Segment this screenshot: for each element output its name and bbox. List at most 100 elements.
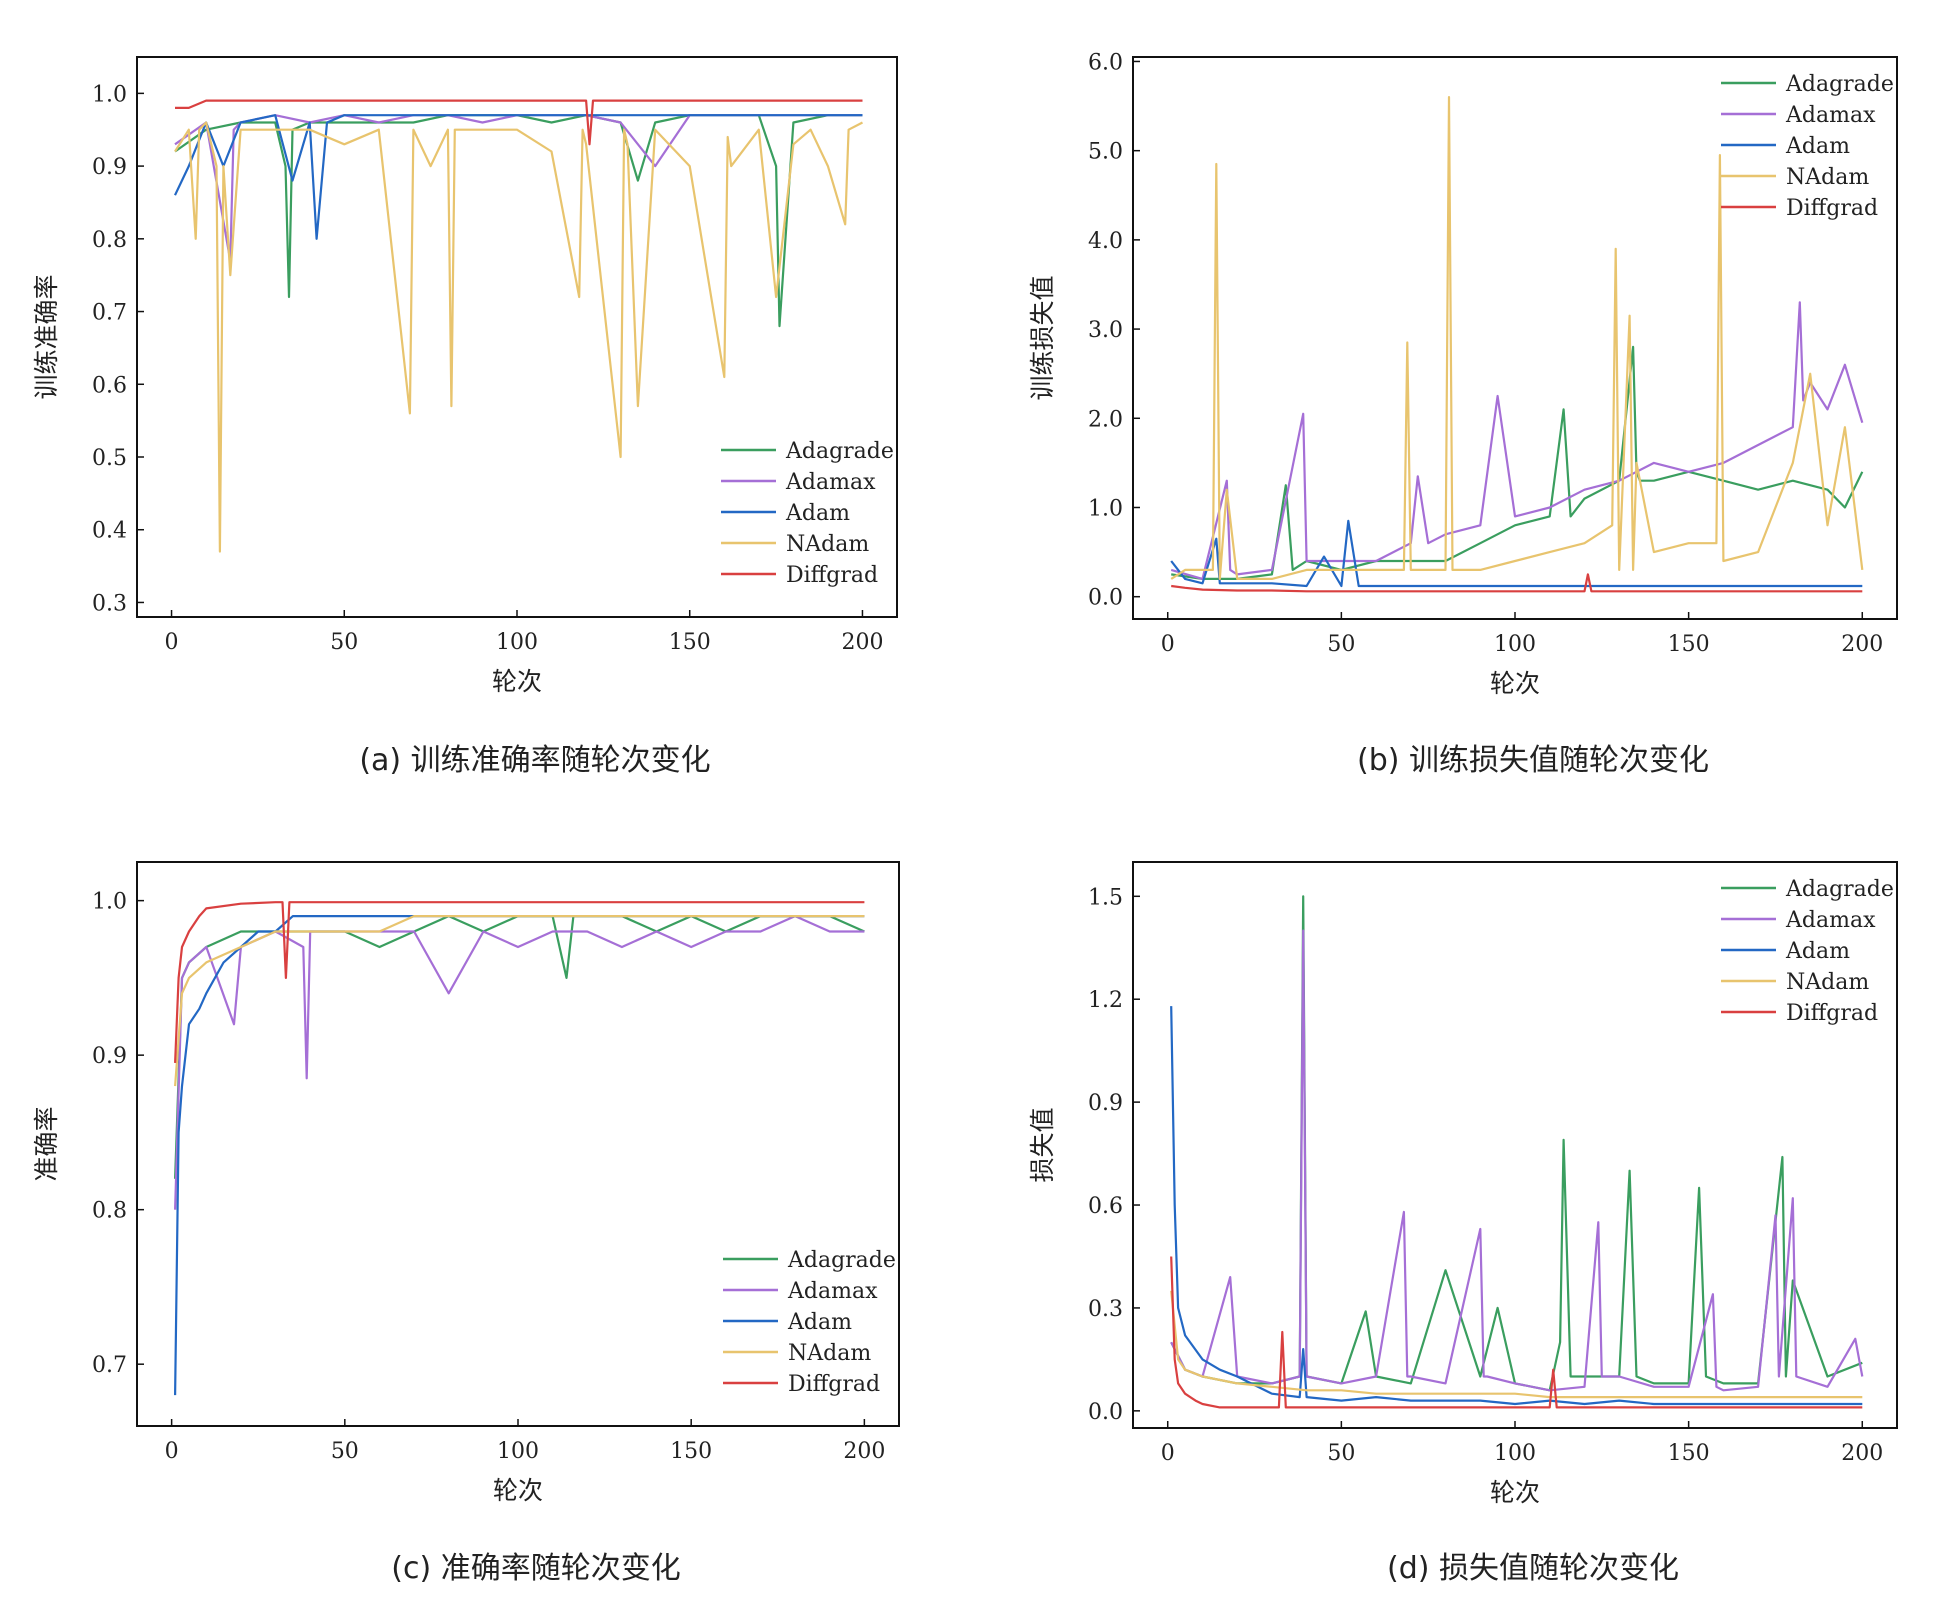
series-line-diffgrad [1171,573,1863,593]
series-line-adamax [174,914,865,1210]
legend-label-nadam: NAdam [1786,165,1869,190]
y-tick-label: 6.0 [1088,50,1123,75]
series-line-adamax [1170,929,1864,1392]
series-line-adam [1170,519,1863,588]
y-tick-label: 1.5 [1088,885,1123,910]
series-line-adagrade [1171,345,1864,581]
x-axis-label: 轮次 [492,667,542,696]
x-tick-label: 200 [843,1439,885,1464]
legend-label-diffgrad: Diffgrad [1786,196,1878,221]
plot-area [174,901,865,1396]
series-line-nadam [174,914,865,1087]
legend: Adagrade Adamax Adam NAdam Diffgrad [721,439,894,588]
legend: Adagrade Adamax Adam NAdam Diffgrad [1721,877,1894,1026]
x-tick-label: 150 [1668,1441,1710,1466]
series-line-nadam [1170,1290,1863,1399]
y-axis-label: 损失值 [1028,1107,1057,1182]
y-tick-label: 0.8 [92,228,127,253]
y-tick-label: 0.4 [92,519,127,544]
legend-label-nadam: NAdam [1786,970,1869,995]
legend-label-adam: Adam [785,501,850,526]
plot-area [1170,895,1864,1409]
x-tick-label: 100 [1494,1441,1536,1466]
plot-area [1170,95,1864,593]
y-axis-label: 训练准确率 [32,274,61,399]
y-tick-label: 1.2 [1088,988,1123,1013]
x-tick-label: 200 [841,630,883,655]
legend-label-adagrade: Adagrade [787,1248,896,1273]
x-axis-label: 轮次 [493,1476,543,1505]
y-tick-label: 1.0 [1088,496,1123,521]
y-tick-label: 0.3 [1088,1297,1123,1322]
x-tick-label: 200 [1841,1441,1883,1466]
legend-label-nadam: NAdam [786,532,869,557]
y-tick-label: 2.0 [1088,407,1123,432]
y-tick-label: 0.7 [92,301,127,326]
y-axis-label: 训练损失值 [1028,275,1057,400]
legend-label-adagrade: Adagrade [1785,877,1894,902]
x-tick-label: 150 [670,1439,712,1464]
y-tick-label: 5.0 [1088,140,1123,165]
x-tick-label: 50 [1327,632,1355,657]
chart-0: 0 50 100 150 200 0.3 0.4 0.5 0.6 0.7 0.8 0.9 1.0 轮次 训练… [32,56,898,778]
chart-3: 0 50 100 150 200 0.0 0.3 0.6 0.9 1.2 1.5 轮次 损失值 Adagr… [1028,861,1898,1586]
series-line-adam [174,114,863,240]
figure-caption: (b) 训练损失值随轮次变化 [1357,743,1709,778]
y-tick-label: 0.9 [92,1044,127,1069]
series-line-nadam [174,121,864,553]
legend-label-diffgrad: Diffgrad [1786,1001,1878,1026]
chart-1: 0 50 100 150 200 0.0 1.0 2.0 3.0 4.0 5.0 6.0 轮次 训练损失值… [1028,50,1898,778]
figure-caption: (c) 准确率随轮次变化 [391,1551,680,1586]
x-tick-label: 0 [1161,1441,1175,1466]
y-tick-label: 0.6 [92,373,127,398]
legend-label-adamax: Adamax [1785,908,1876,933]
legend-label-adam: Adam [1785,939,1850,964]
figure-caption: (d) 损失值随轮次变化 [1387,1551,1679,1586]
x-axis-label: 轮次 [1490,1478,1540,1507]
legend-label-adamax: Adamax [785,470,876,495]
legend: Adagrade Adamax Adam NAdam Diffgrad [723,1248,896,1397]
figure-caption: (a) 训练准确率随轮次变化 [359,743,710,778]
legend-label-adagrade: Adagrade [1785,72,1894,97]
x-tick-label: 150 [1668,632,1710,657]
x-tick-label: 50 [330,630,358,655]
legend-label-adam: Adam [787,1310,852,1335]
legend: Adagrade Adamax Adam NAdam Diffgrad [1721,72,1894,221]
x-tick-label: 200 [1841,632,1883,657]
x-tick-label: 150 [669,630,711,655]
legend-label-diffgrad: Diffgrad [786,563,878,588]
series-line-adamax [1170,301,1864,581]
y-tick-label: 0.3 [92,591,127,616]
x-tick-label: 0 [165,1439,179,1464]
legend-label-diffgrad: Diffgrad [788,1372,880,1397]
series-line-adam [1170,1006,1863,1406]
y-tick-label: 0.0 [1088,586,1123,611]
y-tick-label: 4.0 [1088,229,1123,254]
y-tick-label: 0.9 [1088,1091,1123,1116]
x-tick-label: 100 [497,1439,539,1464]
legend-label-adamax: Adamax [787,1279,878,1304]
x-tick-label: 50 [1327,1441,1355,1466]
x-axis-label: 轮次 [1490,669,1540,698]
x-tick-label: 100 [1494,632,1536,657]
y-tick-label: 0.6 [1088,1194,1123,1219]
x-tick-label: 0 [1161,632,1175,657]
chart-2: 0 50 100 150 2000.70.80.91.0轮次准确率AdagradeAda… [32,861,900,1586]
y-tick-label: 0.9 [92,155,127,180]
y-axis-label: 准确率 [32,1106,61,1181]
legend-label-adam: Adam [1785,134,1850,159]
y-tick-label: 3.0 [1088,318,1123,343]
plot-area [174,99,864,553]
y-tick-label: 0.8 [92,1199,127,1224]
series-line-nadam [1170,95,1864,581]
y-tick-label: 0.5 [92,446,127,471]
y-tick-label: 1.0 [92,890,127,915]
legend-label-nadam: NAdam [788,1341,871,1366]
y-tick-label: 0.7 [92,1353,127,1378]
x-tick-label: 50 [331,1439,359,1464]
x-tick-label: 0 [165,630,179,655]
legend-label-adamax: Adamax [1785,103,1876,128]
legend-label-adagrade: Adagrade [785,439,894,464]
x-tick-label: 100 [496,630,538,655]
